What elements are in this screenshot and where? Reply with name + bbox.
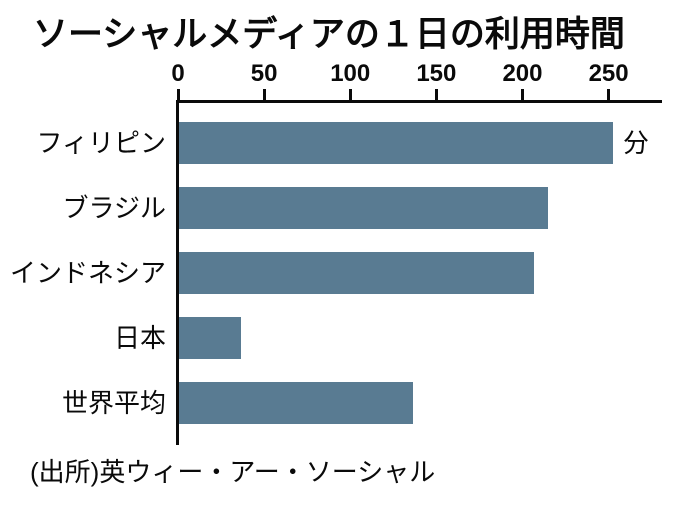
unit-label: 分 [623, 128, 650, 158]
x-axis-tick-mark [348, 89, 352, 100]
x-axis-tick-mark [262, 89, 266, 100]
bar [179, 317, 241, 359]
bar [179, 382, 413, 424]
category-label: 世界平均 [61, 388, 166, 418]
x-axis-tick-mark [176, 89, 180, 100]
category-label: ブラジル [62, 193, 166, 223]
source-note: (出所)英ウィー・アー・ソーシャル [30, 457, 436, 487]
bar [179, 122, 613, 164]
x-axis-tick-label: 150 [416, 60, 457, 87]
x-axis-tick-label: 200 [502, 60, 543, 87]
x-axis-tick-label: 50 [250, 60, 278, 87]
category-label: フィリピン [36, 128, 166, 158]
category-label: 日本 [113, 323, 166, 353]
x-axis-tick-mark [607, 89, 611, 100]
x-axis-tick-mark [434, 89, 438, 100]
bar [179, 187, 548, 229]
category-label: インドネシア [9, 258, 166, 288]
x-axis-tick-label: 250 [588, 60, 629, 87]
x-axis-tick-label: 100 [330, 60, 371, 87]
x-axis-tick-label: 0 [171, 60, 185, 87]
x-axis-line [178, 100, 662, 103]
y-axis-line [176, 100, 179, 445]
x-axis-tick-mark [520, 89, 524, 100]
chart-title: ソーシャルメディアの１日の利用時間 [33, 15, 625, 54]
bar [179, 252, 534, 294]
